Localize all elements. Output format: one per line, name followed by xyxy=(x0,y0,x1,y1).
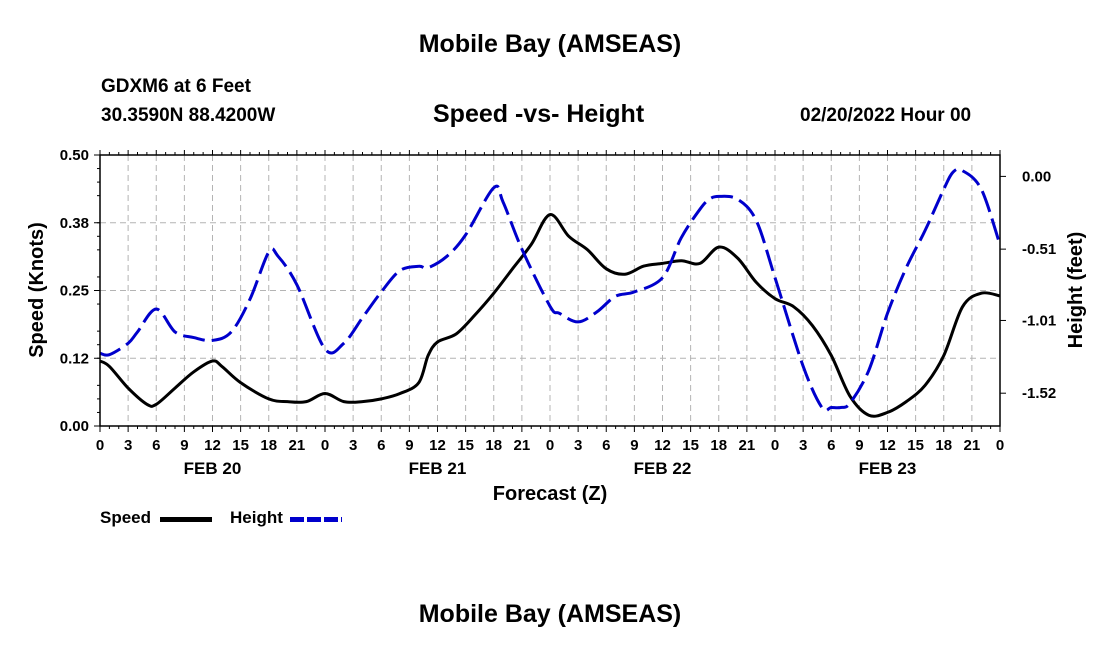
x-tick-label: 15 xyxy=(907,437,924,454)
x-tick-label: 15 xyxy=(457,437,474,454)
x-tick-label: 21 xyxy=(289,437,306,454)
x-tick-label: 3 xyxy=(799,437,807,454)
y-left-tick-label: 0.50 xyxy=(60,147,89,164)
y-axis-label-left: Speed (Knots) xyxy=(26,222,48,358)
x-tick-label: 12 xyxy=(204,437,221,454)
y-right-tick-label: 0.00 xyxy=(1022,168,1051,185)
bottom-title: Mobile Bay (AMSEAS) xyxy=(418,600,682,628)
x-day-label: FEB 21 xyxy=(409,459,467,478)
x-tick-label: 12 xyxy=(654,437,671,454)
y-axis-label-right: Height (feet) xyxy=(1065,232,1087,349)
x-tick-label: 6 xyxy=(377,437,385,454)
x-tick-label: 18 xyxy=(485,437,502,454)
x-tick-label: 21 xyxy=(964,437,981,454)
y-right-tick-label: -1.01 xyxy=(1022,312,1056,329)
x-tick-label: 12 xyxy=(879,437,896,454)
y-left-tick-label: 0.12 xyxy=(60,350,89,367)
x-tick-label: 0 xyxy=(96,437,104,454)
y-left-tick-label: 0.00 xyxy=(60,418,89,435)
legend-speed-swatch xyxy=(160,517,212,522)
x-tick-label: 18 xyxy=(260,437,277,454)
legend-height-label: Height xyxy=(230,508,283,527)
x-tick-label: 6 xyxy=(827,437,835,454)
x-tick-label: 18 xyxy=(710,437,727,454)
main-title: Mobile Bay (AMSEAS) xyxy=(418,30,682,58)
x-tick-label: 9 xyxy=(405,437,413,454)
x-tick-label: 9 xyxy=(855,437,863,454)
forecast-time-label: 02/20/2022 Hour 00 xyxy=(800,105,972,126)
x-tick-label: 6 xyxy=(602,437,610,454)
legend-height-swatch xyxy=(290,517,342,522)
x-day-label: FEB 23 xyxy=(859,459,917,478)
series-lines xyxy=(99,167,1002,418)
x-tick-label: 21 xyxy=(739,437,756,454)
station-label: GDXM6 at 6 Feet xyxy=(101,76,251,97)
y-right-tick-label: -1.52 xyxy=(1022,385,1056,402)
x-tick-label: 15 xyxy=(682,437,699,454)
coordinates-label: 30.3590N 88.4200W xyxy=(101,105,276,126)
x-tick-label: 3 xyxy=(349,437,357,454)
x-tick-label: 21 xyxy=(514,437,531,454)
x-tick-label: 0 xyxy=(546,437,554,454)
x-tick-label: 6 xyxy=(152,437,160,454)
x-day-label: FEB 22 xyxy=(634,459,692,478)
legend-speed-label: Speed xyxy=(100,508,152,527)
x-tick-label: 0 xyxy=(321,437,329,454)
y-left-tick-label: 0.25 xyxy=(60,283,89,300)
series-line-speed xyxy=(99,213,1001,418)
x-tick-label: 0 xyxy=(771,437,779,454)
x-tick-label: 12 xyxy=(429,437,446,454)
chart-title: Speed -vs- Height xyxy=(433,100,645,128)
x-tick-label: 3 xyxy=(574,437,582,454)
y-left-tick-label: 0.38 xyxy=(60,215,89,232)
axis-ticks: 0 3 6 9 12 15 18 21 0 3 6 9 12 15 18 21 0 3 6 9 12 15 18 21 0 3 6 9… xyxy=(60,147,1056,478)
x-day-label: FEB 20 xyxy=(184,459,242,478)
x-tick-label: 18 xyxy=(935,437,952,454)
x-tick-label: 3 xyxy=(124,437,132,454)
x-tick-label: 15 xyxy=(232,437,249,454)
y-right-tick-label: -0.51 xyxy=(1022,241,1056,258)
grid-lines xyxy=(100,155,1000,426)
x-tick-label: 9 xyxy=(630,437,638,454)
x-axis-label: Forecast (Z) xyxy=(493,483,607,505)
series-line-height xyxy=(99,167,1002,413)
x-tick-label: 9 xyxy=(180,437,188,454)
x-tick-label: 0 xyxy=(996,437,1004,454)
